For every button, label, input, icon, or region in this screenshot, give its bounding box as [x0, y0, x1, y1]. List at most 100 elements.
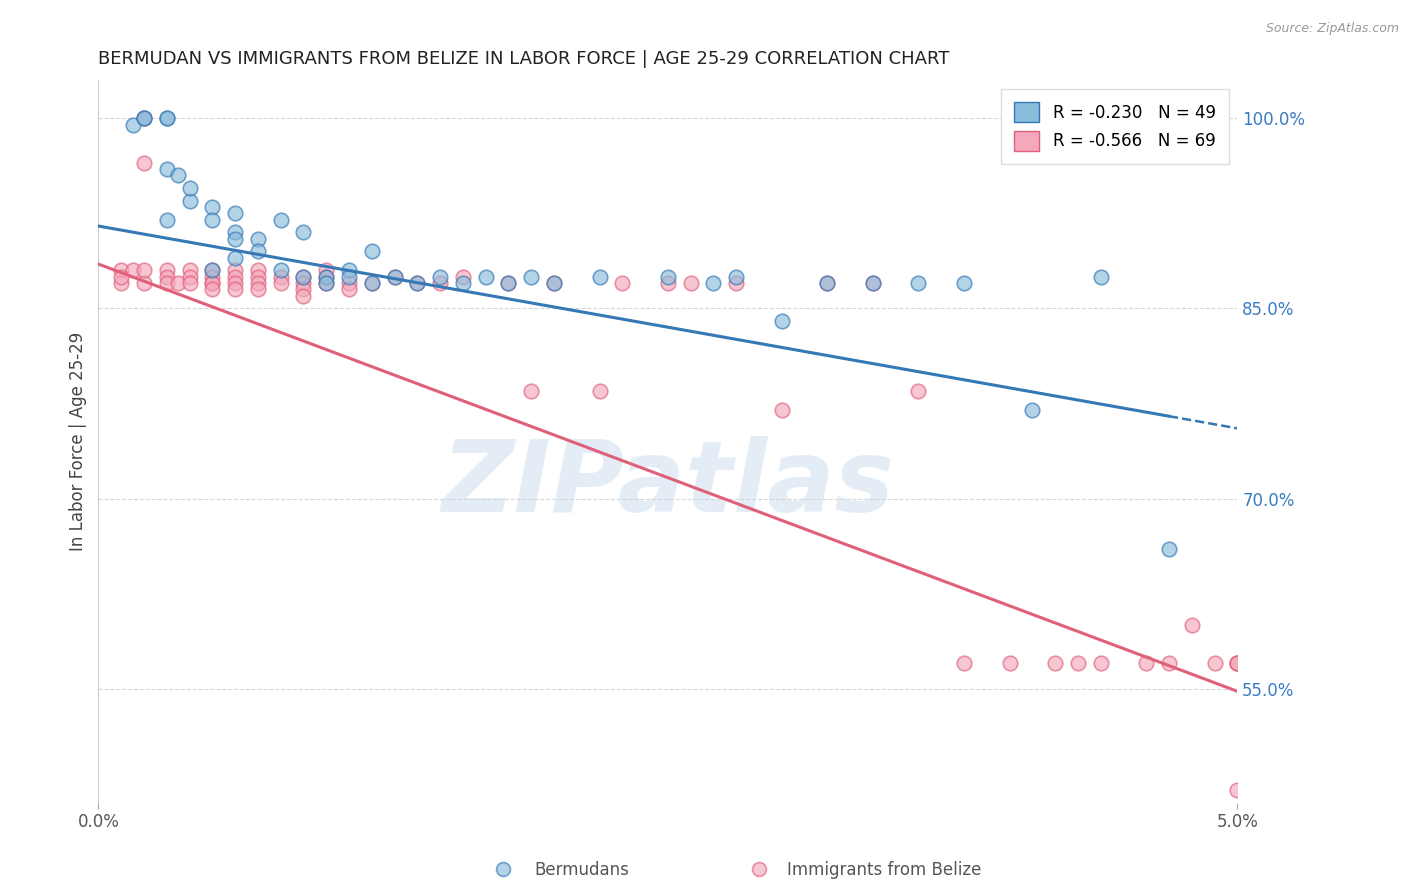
Point — [132, 263, 155, 277]
Y-axis label: In Labor Force | Age 25-29: In Labor Force | Age 25-29 — [69, 332, 87, 551]
Point — [543, 276, 565, 290]
Point — [429, 269, 451, 284]
Point — [1181, 618, 1204, 632]
Point — [224, 276, 246, 290]
Point — [292, 289, 315, 303]
Point — [543, 276, 565, 290]
Point — [201, 212, 224, 227]
Point — [337, 282, 360, 296]
Point — [360, 276, 382, 290]
Point — [246, 232, 269, 246]
Point — [132, 276, 155, 290]
Point — [498, 276, 520, 290]
Point — [520, 384, 543, 398]
Point — [315, 269, 337, 284]
Point — [1226, 657, 1249, 671]
Point — [498, 276, 520, 290]
Point — [315, 276, 337, 290]
Point — [315, 269, 337, 284]
Point — [110, 276, 132, 290]
Point — [179, 194, 201, 208]
Point — [156, 269, 179, 284]
Point — [156, 276, 179, 290]
Point — [132, 155, 155, 169]
Point — [224, 269, 246, 284]
Point — [1021, 402, 1043, 417]
Point — [1090, 269, 1112, 284]
Point — [451, 276, 474, 290]
Point — [292, 269, 315, 284]
Point — [270, 269, 292, 284]
Point — [201, 200, 224, 214]
Point — [337, 276, 360, 290]
Point — [292, 282, 315, 296]
Point — [179, 276, 201, 290]
Point — [156, 161, 179, 176]
Point — [270, 276, 292, 290]
Point — [156, 263, 179, 277]
Point — [1226, 657, 1249, 671]
Point — [384, 269, 406, 284]
Point — [770, 402, 793, 417]
Point — [815, 276, 838, 290]
Point — [132, 112, 155, 126]
Point — [270, 263, 292, 277]
Point — [292, 269, 315, 284]
Legend: R = -0.230   N = 49, R = -0.566   N = 69: R = -0.230 N = 49, R = -0.566 N = 69 — [1001, 88, 1229, 164]
Point — [360, 276, 382, 290]
Point — [1135, 657, 1157, 671]
Point — [110, 263, 132, 277]
Point — [224, 282, 246, 296]
Point — [270, 212, 292, 227]
Point — [246, 276, 269, 290]
Point — [292, 226, 315, 240]
Point — [179, 269, 201, 284]
Point — [588, 269, 610, 284]
Point — [406, 276, 429, 290]
Point — [121, 263, 143, 277]
Point — [201, 276, 224, 290]
Point — [679, 276, 702, 290]
Point — [862, 276, 884, 290]
Point — [224, 232, 246, 246]
Point — [179, 263, 201, 277]
Point — [1226, 783, 1249, 797]
Point — [1090, 657, 1112, 671]
Point — [1226, 657, 1249, 671]
Point — [429, 276, 451, 290]
Point — [167, 169, 190, 183]
Point — [246, 244, 269, 259]
Point — [337, 263, 360, 277]
Point — [360, 244, 382, 259]
Point — [246, 282, 269, 296]
Point — [315, 263, 337, 277]
Point — [1204, 657, 1226, 671]
Point — [1157, 542, 1180, 557]
Point — [224, 251, 246, 265]
Point — [156, 112, 179, 126]
Point — [201, 263, 224, 277]
Point — [612, 276, 634, 290]
Point — [384, 269, 406, 284]
Point — [167, 276, 190, 290]
Point — [156, 112, 179, 126]
Point — [224, 206, 246, 220]
Point — [862, 276, 884, 290]
Point — [815, 276, 838, 290]
Point — [201, 276, 224, 290]
Point — [179, 181, 201, 195]
Point — [1067, 657, 1090, 671]
Text: BERMUDAN VS IMMIGRANTS FROM BELIZE IN LABOR FORCE | AGE 25-29 CORRELATION CHART: BERMUDAN VS IMMIGRANTS FROM BELIZE IN LA… — [98, 50, 950, 68]
Point — [1043, 657, 1066, 671]
Point — [520, 269, 543, 284]
Point — [770, 314, 793, 328]
Point — [702, 276, 724, 290]
Point — [132, 112, 155, 126]
Point — [953, 276, 976, 290]
Point — [588, 384, 610, 398]
Point — [246, 269, 269, 284]
Point — [246, 263, 269, 277]
Point — [156, 212, 179, 227]
Point — [1157, 657, 1180, 671]
Point — [337, 269, 360, 284]
